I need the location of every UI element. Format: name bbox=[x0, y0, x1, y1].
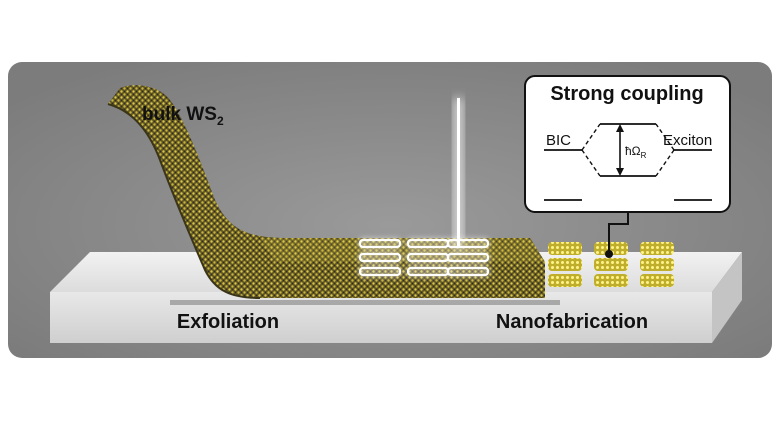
rabi-arrow-head-down bbox=[616, 168, 624, 176]
nanopillar bbox=[640, 242, 674, 287]
coupling-dashes bbox=[581, 123, 675, 177]
rabi-subscript: R bbox=[641, 151, 647, 160]
etched-bar bbox=[446, 238, 490, 249]
inset-connector-dot bbox=[605, 250, 613, 258]
etched-bar bbox=[446, 252, 490, 263]
nanopillar bbox=[548, 242, 582, 287]
bulk-ws2-subscript: 2 bbox=[217, 114, 224, 128]
laser-beam bbox=[455, 98, 462, 248]
rabi-label: ħΩR bbox=[625, 144, 647, 160]
nanopillar bbox=[594, 242, 628, 287]
etched-bar bbox=[358, 266, 402, 277]
bic-label: BIC bbox=[546, 132, 571, 149]
exciton-label: Exciton bbox=[663, 132, 712, 149]
bulk-ws2-prefix: bulk WS bbox=[142, 104, 217, 125]
nanopillar-array bbox=[548, 242, 674, 287]
inset-connector bbox=[608, 212, 629, 254]
etched-patterns bbox=[358, 238, 490, 277]
exfoliation-label: Exfoliation bbox=[177, 311, 279, 333]
etched-bar bbox=[358, 252, 402, 263]
inset-title: Strong coupling bbox=[550, 83, 703, 105]
rabi-arrow-head-up bbox=[616, 124, 624, 132]
etched-bar bbox=[358, 238, 402, 249]
nanofabrication-label: Nanofabrication bbox=[496, 311, 648, 333]
etched-bar bbox=[446, 266, 490, 277]
bulk-ws2-label: bulk WS2 bbox=[142, 104, 224, 128]
inset-box bbox=[524, 75, 731, 213]
ws2-flake bbox=[107, 85, 560, 305]
strong-coupling-inset: Strong coupling BIC Exciton ħΩR bbox=[524, 75, 731, 213]
rabi-symbol: ħΩ bbox=[625, 144, 641, 158]
